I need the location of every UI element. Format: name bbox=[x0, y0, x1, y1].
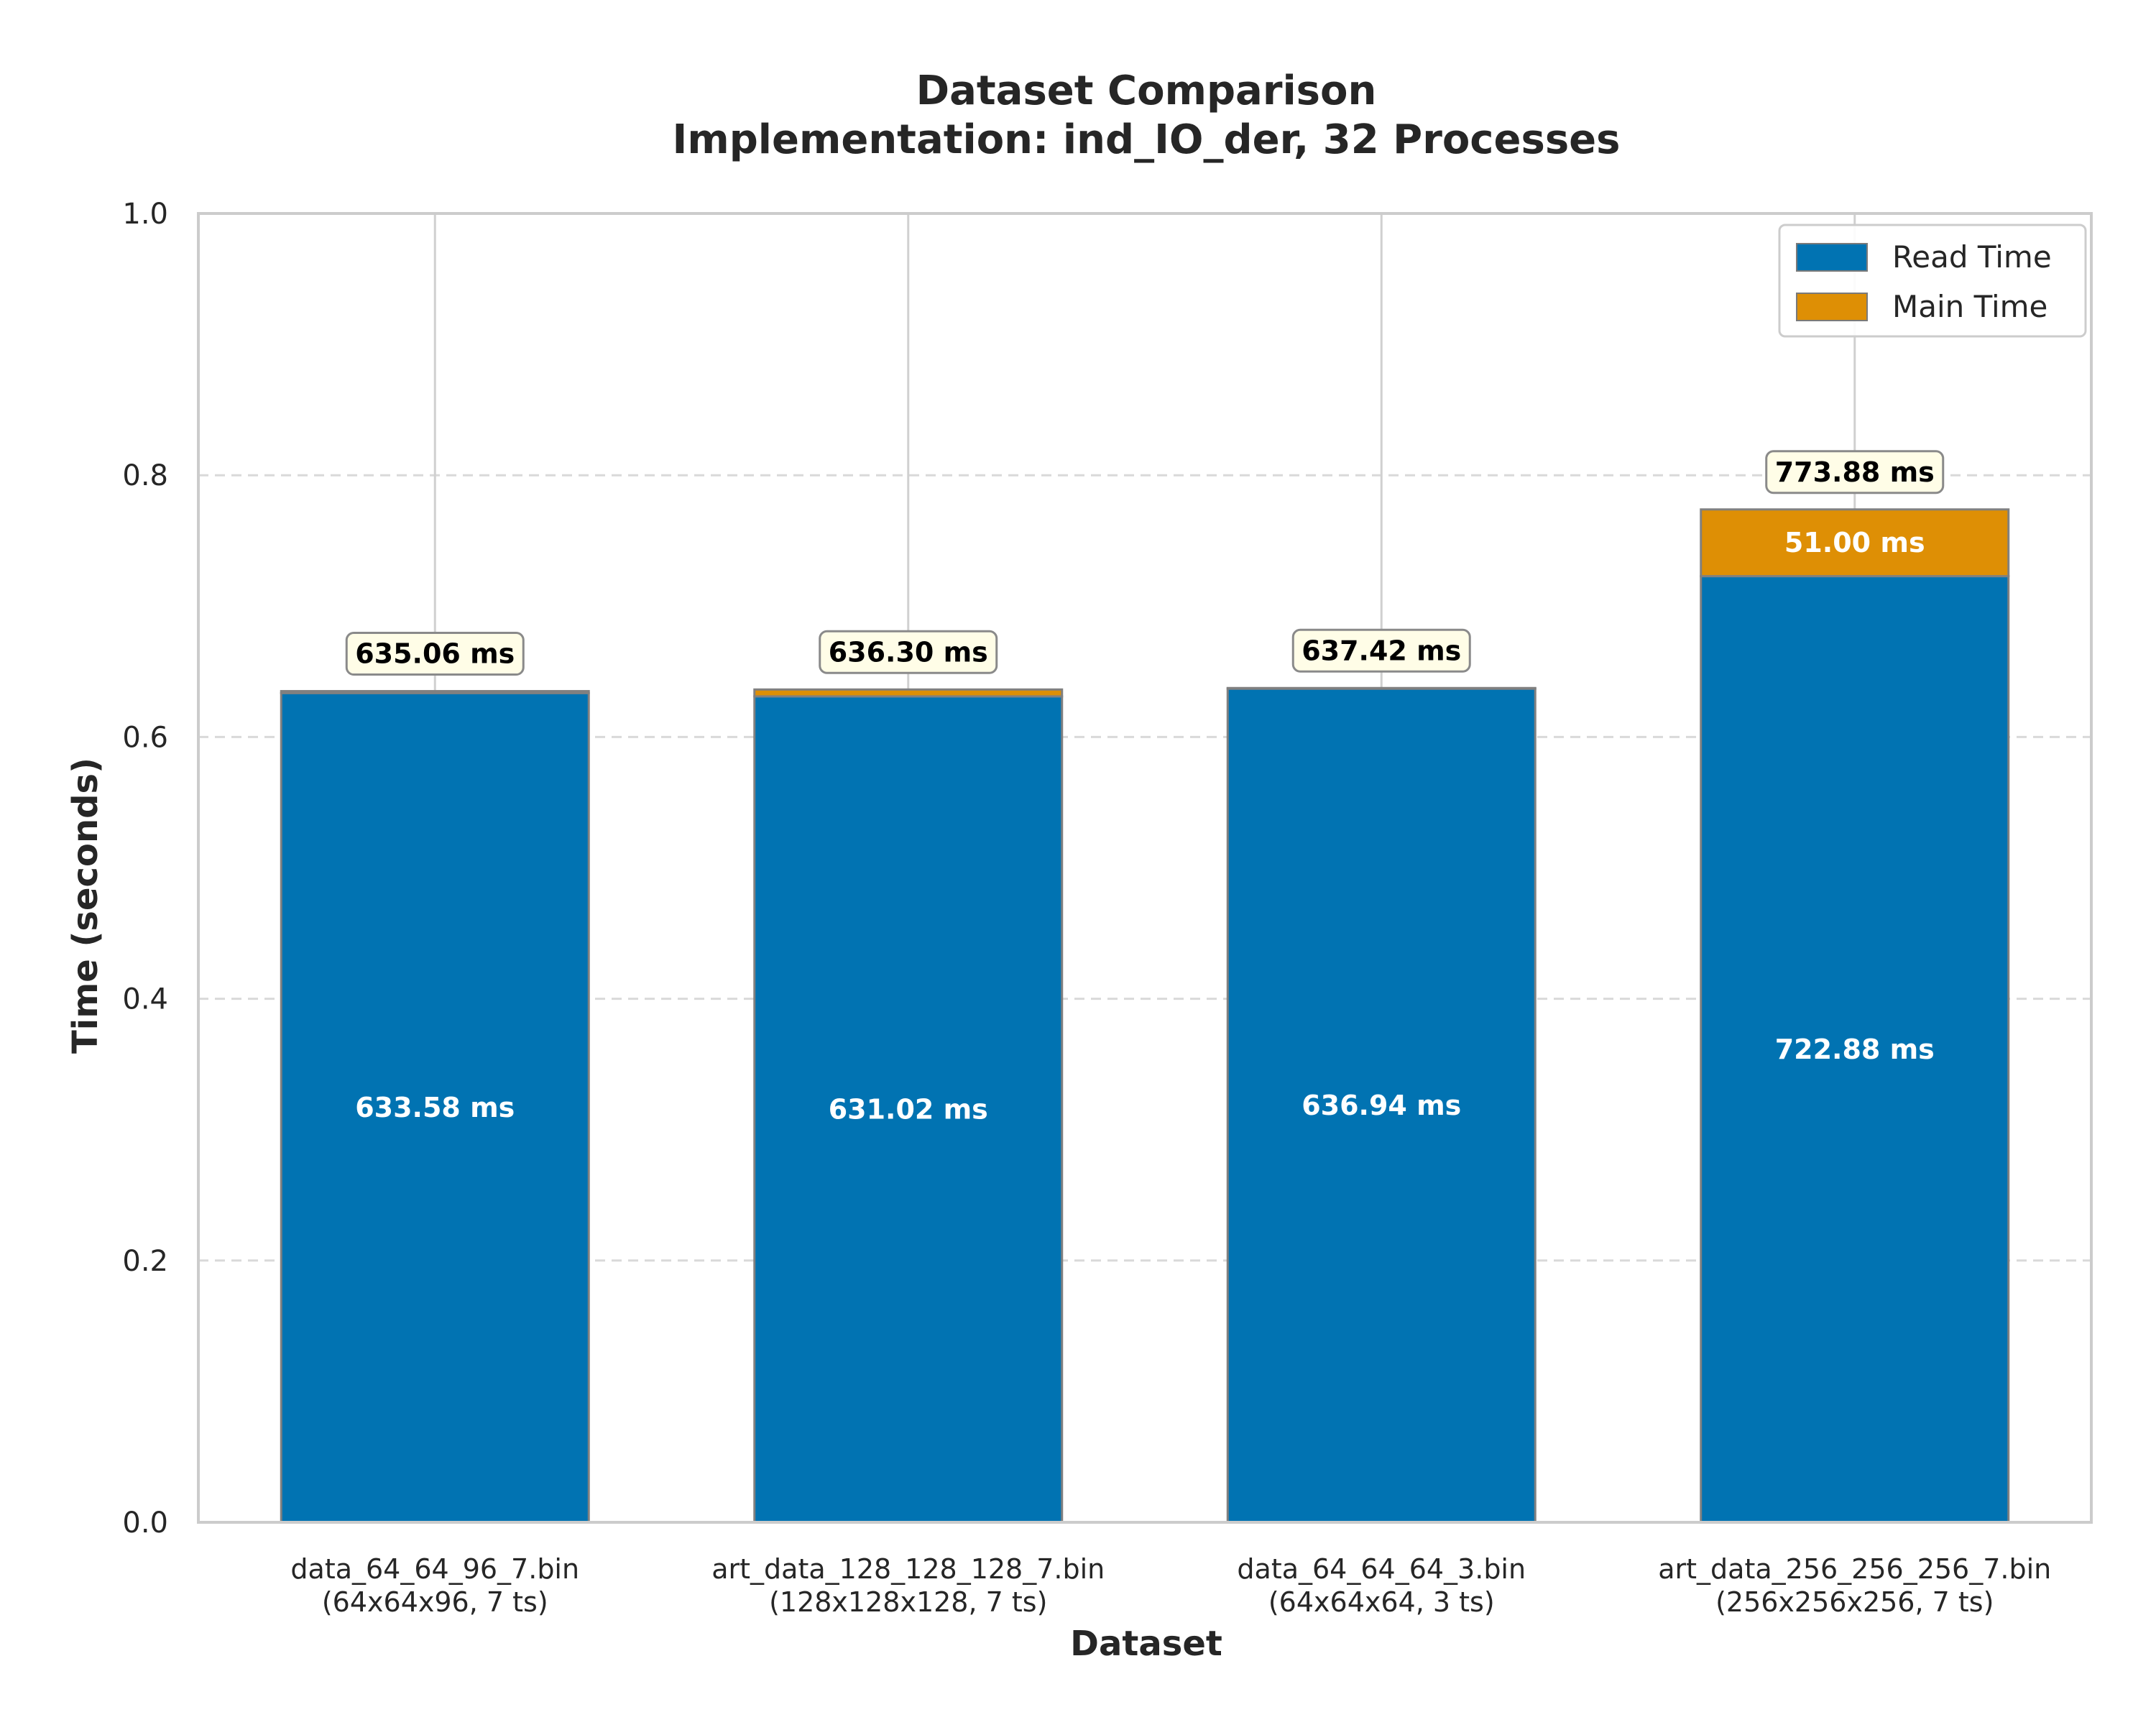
legend-swatch-read-time bbox=[1796, 243, 1868, 272]
bar-value-label: 633.58 ms bbox=[355, 1092, 515, 1123]
total-label: 635.06 ms bbox=[355, 638, 515, 670]
y-axis-ticks: 0.0 0.2 0.4 0.6 0.8 1.0 bbox=[122, 198, 168, 1540]
bar-main-time bbox=[753, 688, 1064, 698]
bar-value-label: 722.88 ms bbox=[1775, 1034, 1935, 1065]
legend: Read Time Main Time bbox=[1778, 224, 2087, 338]
bar-value-label: 636.94 ms bbox=[1302, 1090, 1461, 1121]
bar-main-time bbox=[280, 690, 590, 694]
bar-read-time bbox=[1226, 687, 1537, 1524]
total-label-box bbox=[345, 632, 525, 676]
y-tick-label: 0.6 bbox=[122, 721, 168, 754]
y-tick-label: 0.8 bbox=[122, 459, 168, 492]
legend-swatch-main-time bbox=[1796, 293, 1868, 321]
bar-value-label: 631.02 ms bbox=[829, 1093, 988, 1125]
bar-main-time bbox=[1700, 508, 2010, 578]
x-axis-label: Dataset bbox=[1070, 1624, 1222, 1664]
bar-read-time bbox=[1700, 575, 2010, 1524]
bars bbox=[280, 508, 2010, 1524]
bar-main-time bbox=[1226, 686, 1537, 690]
x-tick-sublabel: (64x64x64, 3 ts) bbox=[1268, 1586, 1495, 1618]
legend-label-read-time: Read Time bbox=[1892, 239, 2052, 275]
y-tick-label: 0.4 bbox=[122, 983, 168, 1016]
x-tick-sublabel: (256x256x256, 7 ts) bbox=[1715, 1586, 1994, 1618]
x-tick-label: art_data_128_128_128_7.bin bbox=[711, 1553, 1105, 1585]
total-label-box bbox=[1765, 450, 1945, 494]
total-label: 773.88 ms bbox=[1775, 456, 1935, 488]
x-tick-sublabel: (64x64x96, 7 ts) bbox=[322, 1586, 548, 1618]
legend-label-main-time: Main Time bbox=[1892, 289, 2047, 324]
chart-subtitle: Implementation: ind_IO_der, 32 Processes bbox=[673, 116, 1621, 163]
y-axis-label: Time (seconds) bbox=[65, 758, 106, 1054]
total-label: 636.30 ms bbox=[829, 636, 988, 668]
bar-labels: 633.58 ms 635.06 ms 631.02 ms 636.30 ms 636.… bbox=[345, 450, 1945, 1125]
y-tick-label: 0.2 bbox=[122, 1245, 168, 1278]
plot-frame bbox=[197, 212, 2093, 1524]
total-label-box bbox=[1291, 628, 1471, 673]
total-label: 637.42 ms bbox=[1302, 635, 1461, 666]
y-tick-label: 1.0 bbox=[122, 198, 168, 231]
x-axis-ticks: data_64_64_96_7.bin(64x64x96, 7 ts) art_d… bbox=[290, 1553, 2051, 1618]
chart-title: Dataset Comparison bbox=[916, 68, 1377, 114]
x-tick-label: data_64_64_96_7.bin bbox=[290, 1553, 579, 1585]
x-tick-label: data_64_64_64_3.bin bbox=[1237, 1553, 1526, 1585]
total-label-box bbox=[819, 630, 998, 674]
x-tick-label: art_data_256_256_256_7.bin bbox=[1658, 1553, 2051, 1585]
bar-value-label: 51.00 ms bbox=[1784, 527, 1925, 558]
bar-read-time bbox=[280, 691, 590, 1524]
y-tick-label: 0.0 bbox=[122, 1506, 168, 1540]
x-tick-sublabel: (128x128x128, 7 ts) bbox=[769, 1586, 1047, 1618]
